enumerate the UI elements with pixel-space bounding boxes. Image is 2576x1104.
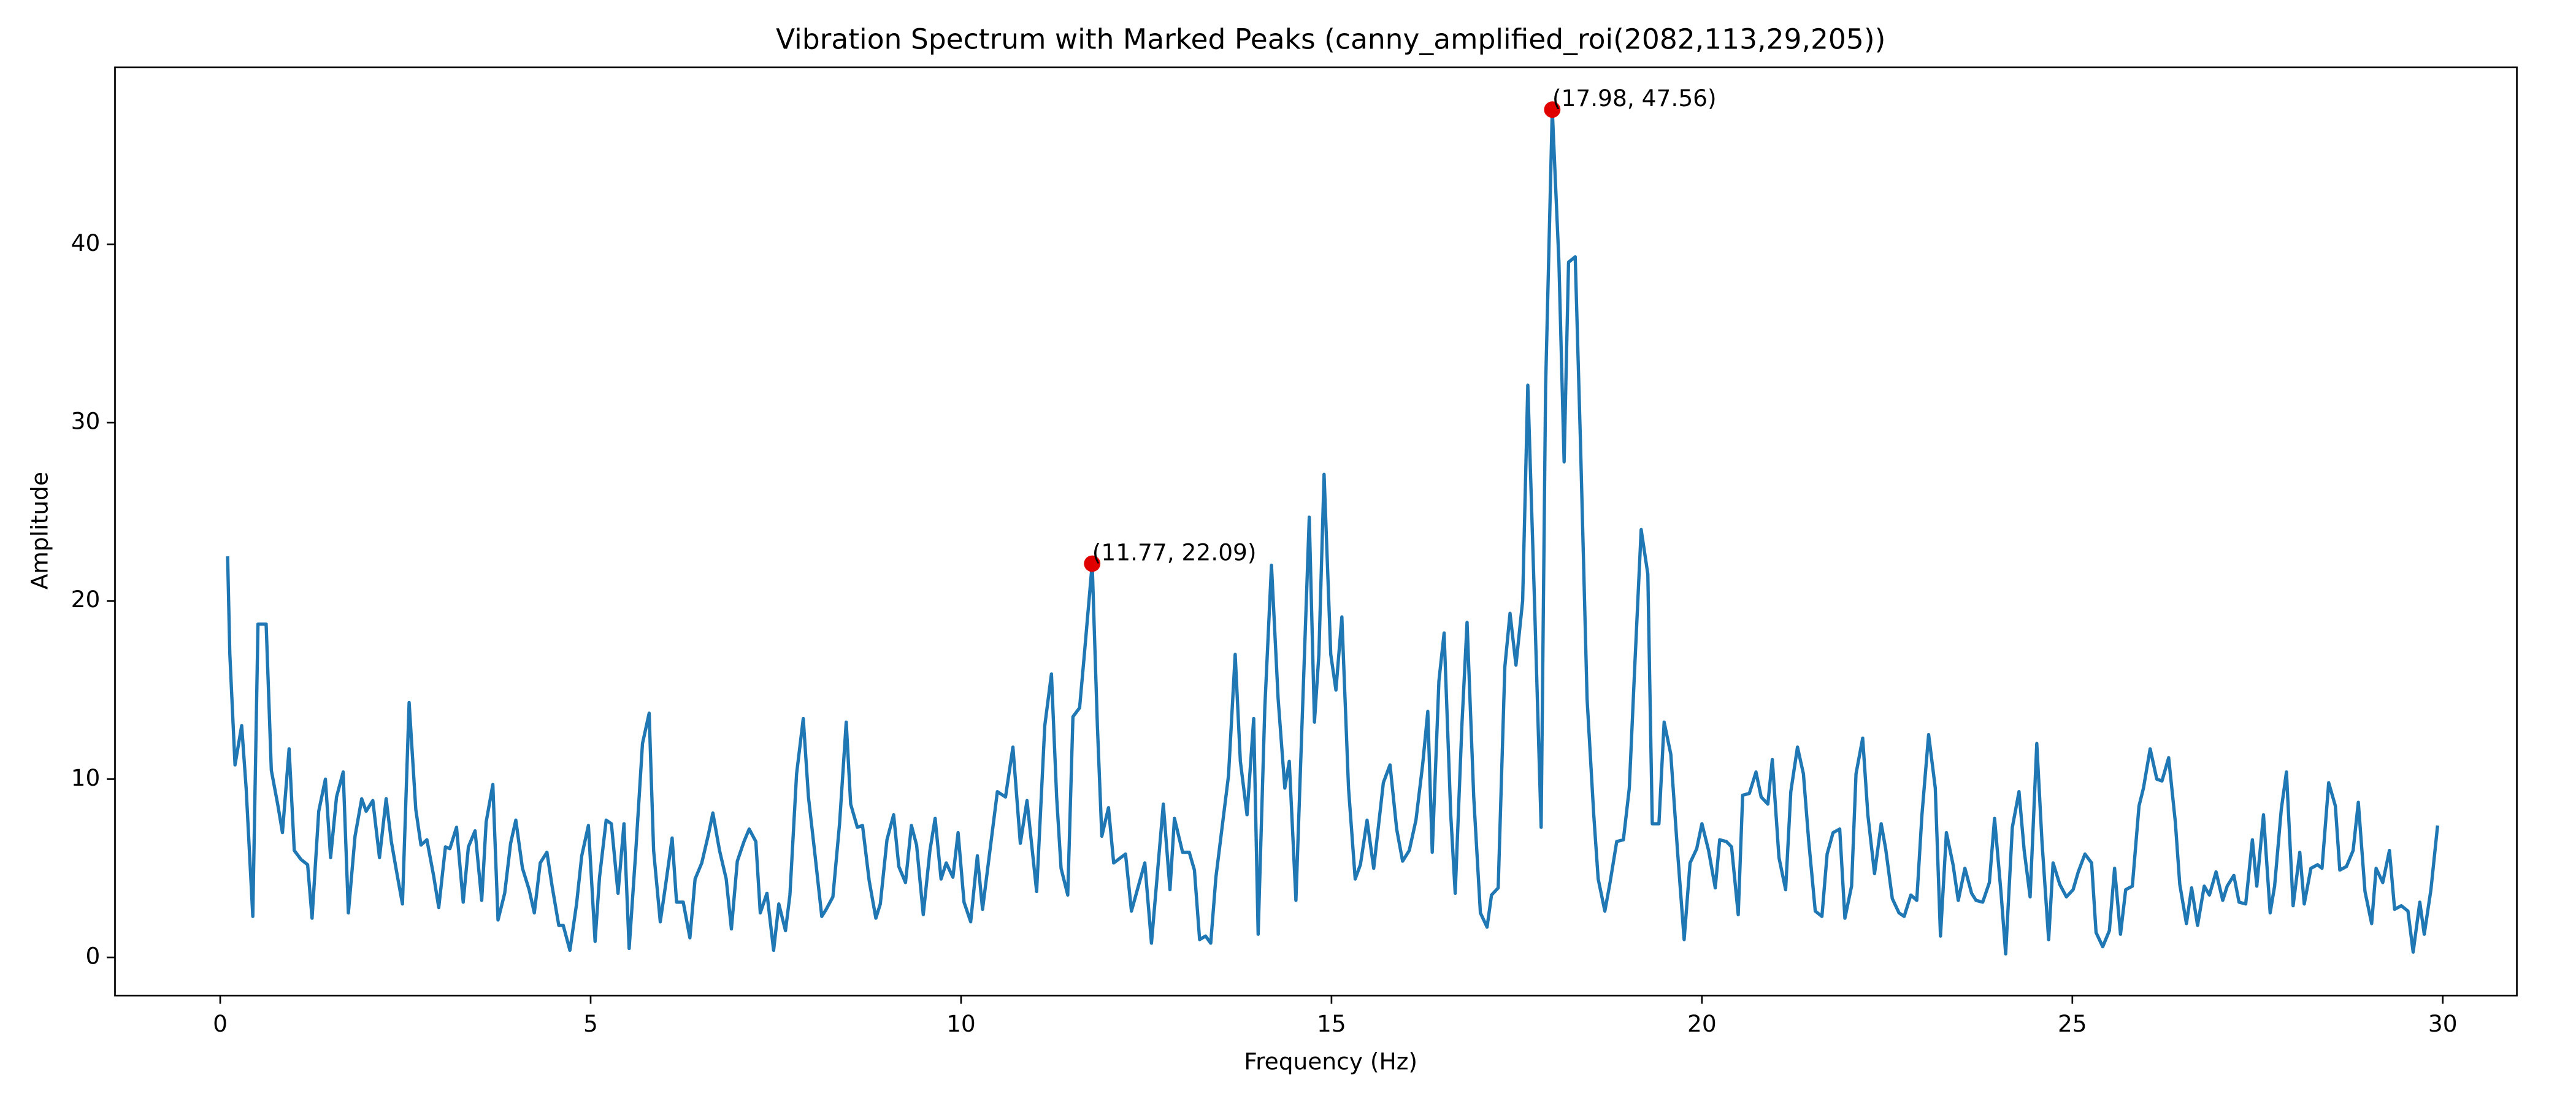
y-tick-label: 30 — [71, 408, 101, 435]
x-tick-label: 0 — [213, 1010, 228, 1037]
peak-label: (11.77, 22.09) — [1092, 539, 1257, 565]
y-tick-label: 20 — [71, 586, 101, 613]
x-tick-label: 5 — [583, 1010, 598, 1037]
x-tick-label: 20 — [1687, 1010, 1717, 1037]
peak-label: (17.98, 47.56) — [1552, 85, 1717, 112]
x-tick-label: 30 — [2428, 1010, 2458, 1037]
y-tick-label: 0 — [86, 943, 101, 970]
y-axis-label: Amplitude — [26, 472, 53, 589]
peak-marker — [1544, 101, 1561, 118]
x-tick-label: 15 — [1317, 1010, 1346, 1037]
peak-marker — [1084, 555, 1101, 572]
y-tick-label: 10 — [71, 764, 101, 791]
x-tick-label: 25 — [2058, 1010, 2087, 1037]
data-line — [226, 108, 2439, 956]
chart-title: Vibration Spectrum with Marked Peaks (ca… — [776, 23, 1885, 55]
plot-frame — [114, 66, 2518, 997]
x-tick-label: 10 — [946, 1010, 976, 1037]
y-tick-label: 40 — [71, 229, 101, 256]
x-axis-label: Frequency (Hz) — [1244, 1048, 1417, 1075]
